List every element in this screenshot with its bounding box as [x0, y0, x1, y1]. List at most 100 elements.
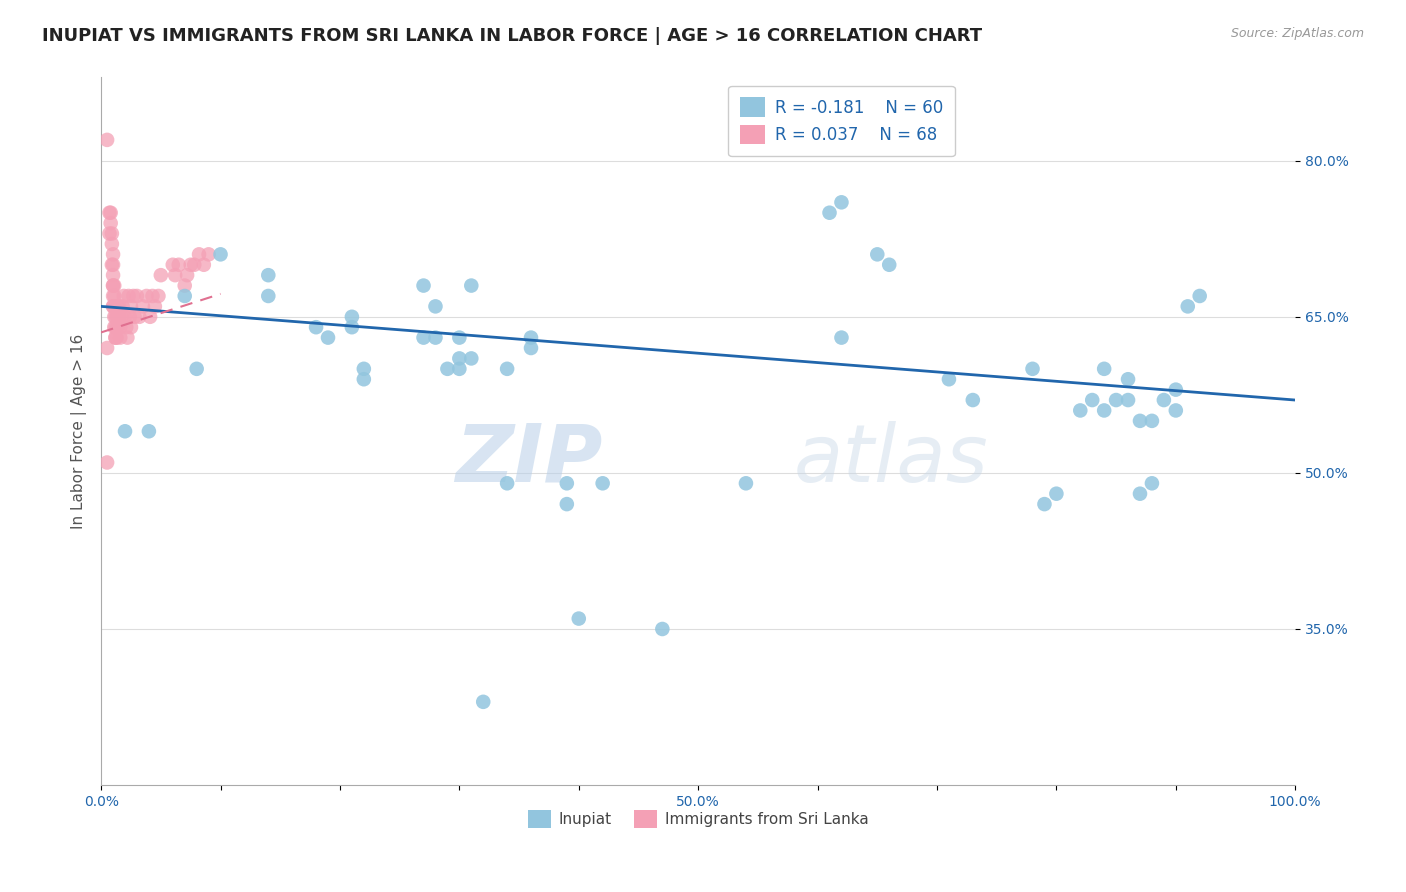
Point: [183, 258, 205, 272]
Point: [98, 205, 121, 219]
Point: [107, 299, 129, 313]
Point: [735, 476, 758, 491]
Point: [104, 330, 127, 344]
Y-axis label: In Labor Force | Age > 16: In Labor Force | Age > 16: [72, 334, 87, 529]
Point: [496, 361, 519, 376]
Point: [101, 299, 124, 313]
Point: [103, 310, 125, 324]
Point: [1105, 392, 1128, 407]
Point: [165, 268, 187, 282]
Point: [1188, 289, 1211, 303]
Point: [555, 476, 578, 491]
Point: [101, 236, 124, 251]
Point: [1116, 372, 1139, 386]
Point: [128, 310, 150, 324]
Point: [173, 289, 195, 303]
Point: [962, 392, 984, 407]
Point: [651, 622, 673, 636]
Point: [830, 330, 852, 344]
Point: [110, 330, 132, 344]
Point: [96, 133, 118, 147]
Point: [101, 258, 124, 272]
Point: [101, 278, 124, 293]
Point: [103, 278, 125, 293]
Point: [101, 289, 124, 303]
Point: [117, 330, 139, 344]
Point: [353, 372, 375, 386]
Point: [149, 268, 172, 282]
Point: [120, 320, 142, 334]
Point: [103, 320, 125, 334]
Point: [1092, 361, 1115, 376]
Point: [568, 611, 591, 625]
Point: [104, 330, 127, 344]
Point: [180, 258, 202, 272]
Point: [101, 268, 124, 282]
Point: [143, 299, 166, 313]
Point: [188, 247, 211, 261]
Point: [1045, 486, 1067, 500]
Point: [101, 227, 124, 241]
Point: [412, 278, 434, 293]
Point: [1069, 403, 1091, 417]
Point: [1153, 392, 1175, 407]
Point: [114, 424, 136, 438]
Point: [186, 361, 208, 376]
Point: [162, 258, 184, 272]
Point: [110, 310, 132, 324]
Point: [105, 310, 128, 324]
Point: [101, 278, 124, 293]
Point: [1081, 392, 1104, 407]
Point: [114, 310, 136, 324]
Point: [96, 455, 118, 469]
Point: [257, 289, 280, 303]
Point: [100, 205, 122, 219]
Point: [120, 299, 142, 313]
Point: [124, 310, 146, 324]
Point: [1164, 383, 1187, 397]
Point: [173, 278, 195, 293]
Point: [107, 320, 129, 334]
Point: [148, 289, 170, 303]
Point: [460, 278, 482, 293]
Point: [141, 289, 163, 303]
Point: [340, 320, 363, 334]
Text: INUPIAT VS IMMIGRANTS FROM SRI LANKA IN LABOR FORCE | AGE > 16 CORRELATION CHART: INUPIAT VS IMMIGRANTS FROM SRI LANKA IN …: [42, 27, 983, 45]
Point: [1129, 486, 1152, 500]
Point: [340, 310, 363, 324]
Point: [305, 320, 328, 334]
Point: [1129, 414, 1152, 428]
Point: [449, 361, 471, 376]
Point: [115, 320, 138, 334]
Point: [111, 299, 134, 313]
Point: [132, 299, 155, 313]
Point: [98, 227, 121, 241]
Point: [197, 247, 219, 261]
Point: [520, 341, 543, 355]
Point: [877, 258, 900, 272]
Point: [105, 330, 128, 344]
Point: [167, 258, 190, 272]
Point: [1092, 403, 1115, 417]
Point: [555, 497, 578, 511]
Point: [818, 205, 841, 219]
Point: [1116, 392, 1139, 407]
Point: [193, 258, 215, 272]
Point: [96, 341, 118, 355]
Point: [100, 216, 122, 230]
Point: [1140, 476, 1163, 491]
Point: [108, 310, 131, 324]
Point: [938, 372, 960, 386]
Point: [139, 310, 162, 324]
Point: [520, 330, 543, 344]
Point: [107, 310, 129, 324]
Text: Source: ZipAtlas.com: Source: ZipAtlas.com: [1230, 27, 1364, 40]
Point: [1140, 414, 1163, 428]
Text: ZIP: ZIP: [456, 420, 603, 499]
Point: [592, 476, 614, 491]
Point: [125, 289, 148, 303]
Point: [316, 330, 339, 344]
Point: [425, 330, 447, 344]
Point: [1164, 403, 1187, 417]
Text: atlas: atlas: [794, 420, 988, 499]
